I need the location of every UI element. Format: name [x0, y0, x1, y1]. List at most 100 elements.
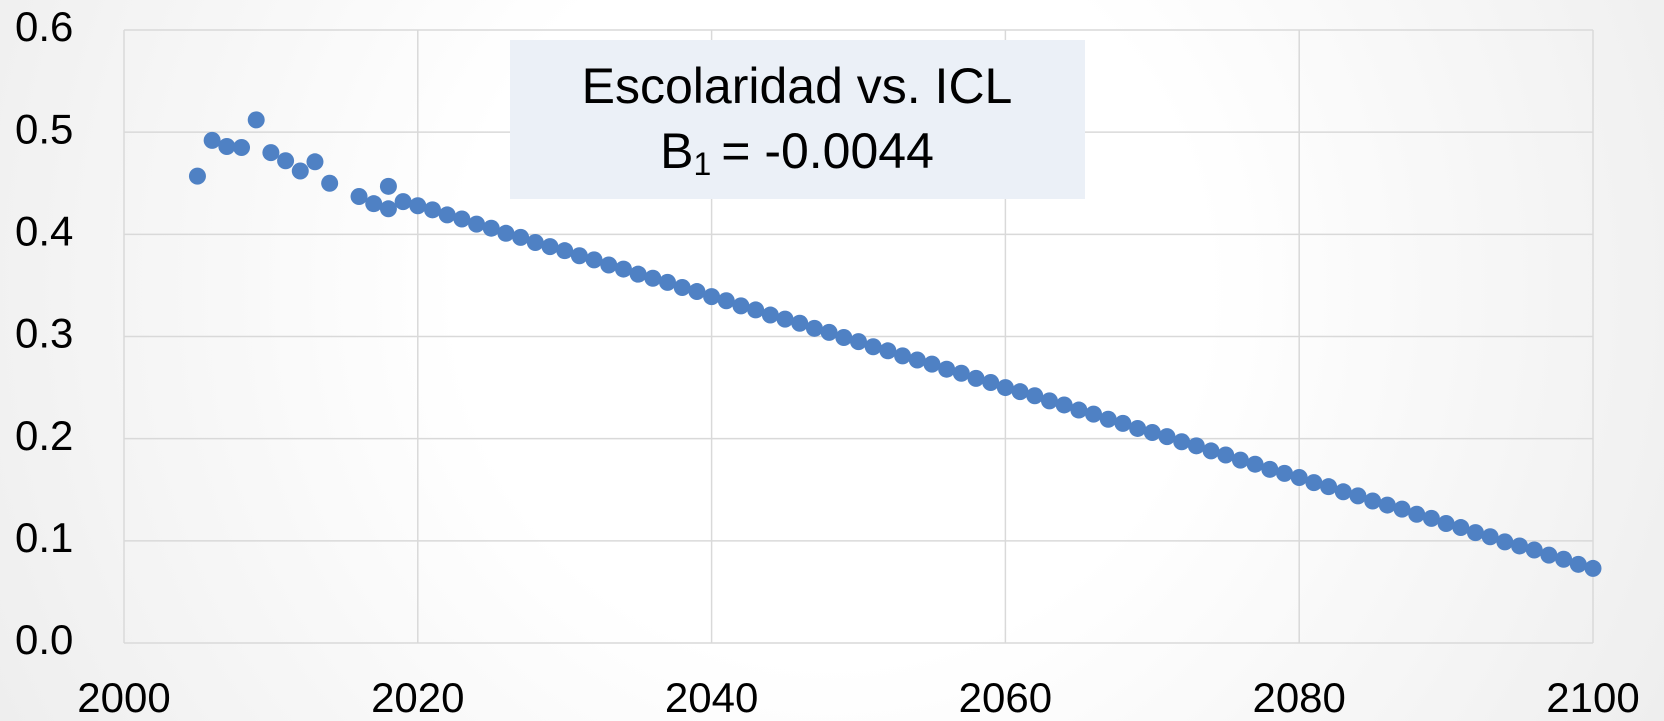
x-tick-label: 2020 — [371, 674, 464, 721]
point — [688, 283, 706, 301]
point — [306, 153, 324, 171]
point — [1158, 428, 1176, 446]
x-tick-label: 2060 — [959, 674, 1052, 721]
point — [1085, 405, 1103, 423]
point — [659, 273, 677, 291]
subtitle-sub: 1 — [693, 146, 711, 182]
point — [218, 137, 236, 155]
point — [1187, 437, 1205, 455]
y-tick-label: 0.6 — [15, 3, 73, 50]
point — [409, 197, 427, 215]
point — [233, 138, 251, 156]
point — [1143, 424, 1161, 442]
point — [879, 342, 897, 360]
point — [600, 256, 618, 274]
point — [967, 369, 985, 387]
point — [1364, 492, 1382, 510]
point — [1173, 433, 1191, 451]
title-box — [510, 40, 1085, 199]
point — [350, 188, 368, 206]
point — [512, 228, 530, 246]
point — [1320, 478, 1338, 496]
point — [468, 215, 486, 233]
point — [1129, 419, 1147, 437]
point — [541, 238, 559, 256]
point — [1511, 537, 1529, 555]
y-tick-label: 0.5 — [15, 105, 73, 152]
point — [614, 260, 632, 278]
point — [908, 351, 926, 369]
point — [1540, 546, 1558, 564]
point — [1261, 460, 1279, 478]
point — [1584, 559, 1602, 577]
point — [952, 364, 970, 382]
point — [1276, 464, 1294, 482]
point — [497, 224, 515, 242]
point — [262, 144, 280, 162]
point — [1349, 487, 1367, 505]
point — [805, 319, 823, 337]
point — [1408, 505, 1426, 523]
y-tick-label: 0.0 — [15, 616, 73, 663]
point — [1305, 474, 1323, 492]
point — [938, 360, 956, 378]
points — [188, 111, 1602, 577]
point — [644, 269, 662, 287]
point — [203, 131, 221, 149]
point — [1026, 387, 1044, 405]
point — [1011, 383, 1029, 401]
point — [365, 195, 383, 213]
point — [1422, 509, 1440, 527]
point — [1569, 555, 1587, 573]
point — [1114, 414, 1132, 432]
x-tick-label: 2040 — [665, 674, 758, 721]
y-tick-label: 0.3 — [15, 310, 73, 357]
point — [188, 167, 206, 185]
point — [1099, 410, 1117, 428]
point — [277, 152, 295, 170]
point — [453, 210, 471, 228]
point — [982, 373, 1000, 391]
point — [1290, 468, 1308, 486]
point — [791, 314, 809, 332]
x-tick-label: 2080 — [1252, 674, 1345, 721]
point — [1437, 514, 1455, 532]
point — [761, 306, 779, 324]
y-tick-label: 0.2 — [15, 412, 73, 459]
point — [1334, 483, 1352, 501]
point — [629, 265, 647, 283]
point — [864, 338, 882, 356]
point — [423, 201, 441, 219]
point — [1555, 550, 1573, 568]
point — [732, 297, 750, 315]
point — [747, 301, 765, 319]
point — [776, 310, 794, 328]
point — [835, 329, 853, 347]
chart-subtitle: B1 = -0.0044 — [660, 123, 934, 182]
point — [438, 206, 456, 224]
point — [291, 162, 309, 180]
point — [1217, 446, 1235, 464]
subtitle-text: B — [660, 123, 693, 179]
point — [379, 177, 397, 195]
x-tick-label: 2000 — [77, 674, 170, 721]
point — [717, 292, 735, 310]
point — [1202, 442, 1220, 460]
point — [1466, 524, 1484, 542]
subtitle-rest: = -0.0044 — [721, 123, 934, 179]
point — [394, 193, 412, 211]
point — [482, 219, 500, 237]
point — [894, 347, 912, 365]
point — [703, 288, 721, 306]
point — [923, 355, 941, 373]
point — [321, 174, 339, 192]
point — [570, 247, 588, 265]
point — [1378, 496, 1396, 514]
point — [1246, 455, 1264, 473]
chart-title: Escolaridad vs. ICL — [582, 58, 1013, 114]
point — [1452, 519, 1470, 537]
point — [585, 251, 603, 269]
point — [820, 323, 838, 341]
point — [1393, 500, 1411, 518]
point — [247, 111, 265, 129]
